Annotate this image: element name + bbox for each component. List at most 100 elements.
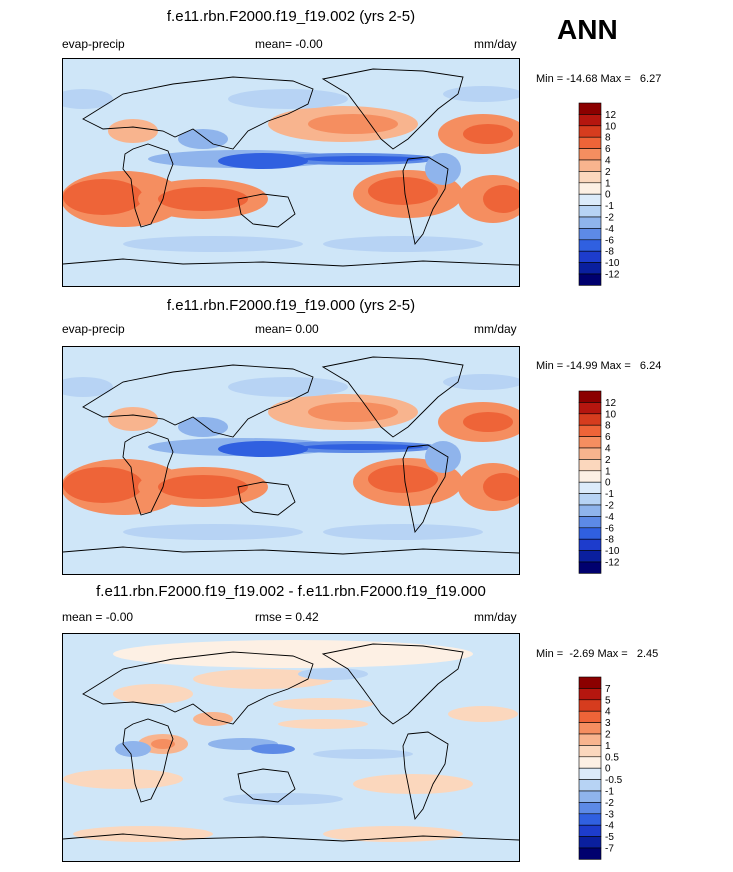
colorbar-tick-label: -2 [605, 798, 614, 809]
contour-region [73, 826, 213, 842]
colorbar-box [578, 459, 602, 472]
contour-region [303, 156, 423, 162]
colorbar-tick-label: 1 [605, 466, 611, 477]
contour-region [368, 177, 438, 205]
colorbar-tick-label: 4 [605, 707, 611, 718]
colorbar-tick-label: -12 [605, 558, 620, 569]
colorbar-tick-label: 1 [605, 178, 611, 189]
coastline [402, 156, 449, 246]
contour-region [425, 441, 461, 473]
colorbar-box [578, 722, 602, 735]
colorbar-box [578, 424, 602, 437]
colorbar-tick-label: 10 [605, 121, 617, 132]
colorbar-box [578, 504, 602, 517]
colorbar-tick-label: -6 [605, 235, 614, 246]
colorbar-tick-label: 4 [605, 156, 611, 167]
colorbar-box [578, 710, 602, 723]
colorbar-box [578, 390, 602, 403]
colorbar-box [578, 802, 602, 815]
panel-title: f.e11.rbn.F2000.f19_f19.002 - f.e11.rbn.… [96, 583, 486, 600]
contour-region [63, 179, 143, 215]
coastline [122, 431, 174, 516]
contour-region [308, 114, 398, 134]
coastline [82, 364, 314, 438]
colorbar-box [578, 745, 602, 758]
colorbar-tick-label: 6 [605, 144, 611, 155]
contour-region [298, 668, 368, 680]
contour-region [108, 119, 158, 143]
coastline [402, 444, 449, 534]
contour-region [448, 706, 518, 722]
colorbar-tick-label: 8 [605, 133, 611, 144]
coastline [237, 481, 296, 516]
colorbar-box [578, 182, 602, 195]
contour-region [483, 185, 519, 213]
colorbar-tick-label: -3 [605, 809, 614, 820]
map-plot [62, 346, 520, 575]
colorbar-box [578, 813, 602, 826]
colorbar-box [578, 436, 602, 449]
colorbar-tick-label: 8 [605, 421, 611, 432]
map-field-svg [63, 347, 519, 574]
colorbar-tick-label: -7 [605, 844, 614, 855]
contour-region [228, 89, 348, 109]
colorbar-box [578, 733, 602, 746]
panel-title: f.e11.rbn.F2000.f19_f19.000 (yrs 2-5) [166, 297, 416, 314]
colorbar-box [578, 790, 602, 803]
colorbar-box [578, 688, 602, 701]
colorbar-tick-label: -10 [605, 546, 620, 557]
contour-region [323, 524, 483, 540]
colorbar-box [578, 493, 602, 506]
season-label: ANN [557, 14, 618, 45]
colorbar-box [578, 102, 602, 115]
colorbar-tick-label: -1 [605, 489, 614, 500]
colorbar-box [578, 538, 602, 551]
units-label: mm/day [474, 322, 517, 336]
colorbar-tick-label: -6 [605, 523, 614, 534]
contour-region [151, 739, 175, 749]
mean-label: mean= 0.00 [255, 322, 319, 336]
colorbar-tick-label: 0 [605, 764, 611, 775]
coastline [321, 68, 464, 150]
map-field-svg [63, 59, 519, 286]
colorbar-box [578, 125, 602, 138]
contour-region [123, 524, 303, 540]
colorbar-tick-label: -0.5 [605, 775, 623, 786]
coastline [321, 356, 464, 438]
colorbar-tick-label: 2 [605, 730, 611, 741]
colorbar-tick-label: -12 [605, 270, 620, 281]
colorbar-tick-label: 3 [605, 718, 611, 729]
contour-region [123, 236, 303, 252]
colorbar-tick-label: 6 [605, 432, 611, 443]
colorbar-box [578, 250, 602, 263]
colorbar-tick-label: 5 [605, 695, 611, 706]
contour-region [158, 475, 248, 499]
min-max-label: Min = -2.69 Max = 2.45 [536, 648, 659, 660]
panel-title: f.e11.rbn.F2000.f19_f19.002 (yrs 2-5) [166, 8, 416, 25]
colorbar-box [578, 550, 602, 563]
colorbar-tick-label: 4 [605, 444, 611, 455]
colorbar-tick-label: 10 [605, 409, 617, 420]
colorbar-box [578, 516, 602, 529]
rmse-label: rmse = 0.42 [255, 610, 319, 624]
min-max-label: Min = -14.68 Max = 6.27 [536, 73, 662, 85]
units-label: mm/day [474, 37, 517, 51]
colorbar-box [578, 262, 602, 275]
colorbar-box [578, 273, 602, 286]
contour-region [278, 719, 368, 729]
colorbar-tick-label: 0 [605, 190, 611, 201]
colorbar-box [578, 527, 602, 540]
colorbar-box [578, 561, 602, 574]
contour-region [251, 744, 295, 754]
coastline [237, 193, 296, 228]
colorbar-tick-label: -10 [605, 258, 620, 269]
contour-region [115, 741, 151, 757]
colorbar-box [578, 847, 602, 860]
contour-region [223, 793, 343, 805]
contour-region [353, 774, 473, 794]
contour-region [313, 749, 413, 759]
variable-label: evap-precip [62, 322, 125, 336]
map-field-svg [63, 634, 519, 861]
colorbar-box [578, 676, 602, 689]
